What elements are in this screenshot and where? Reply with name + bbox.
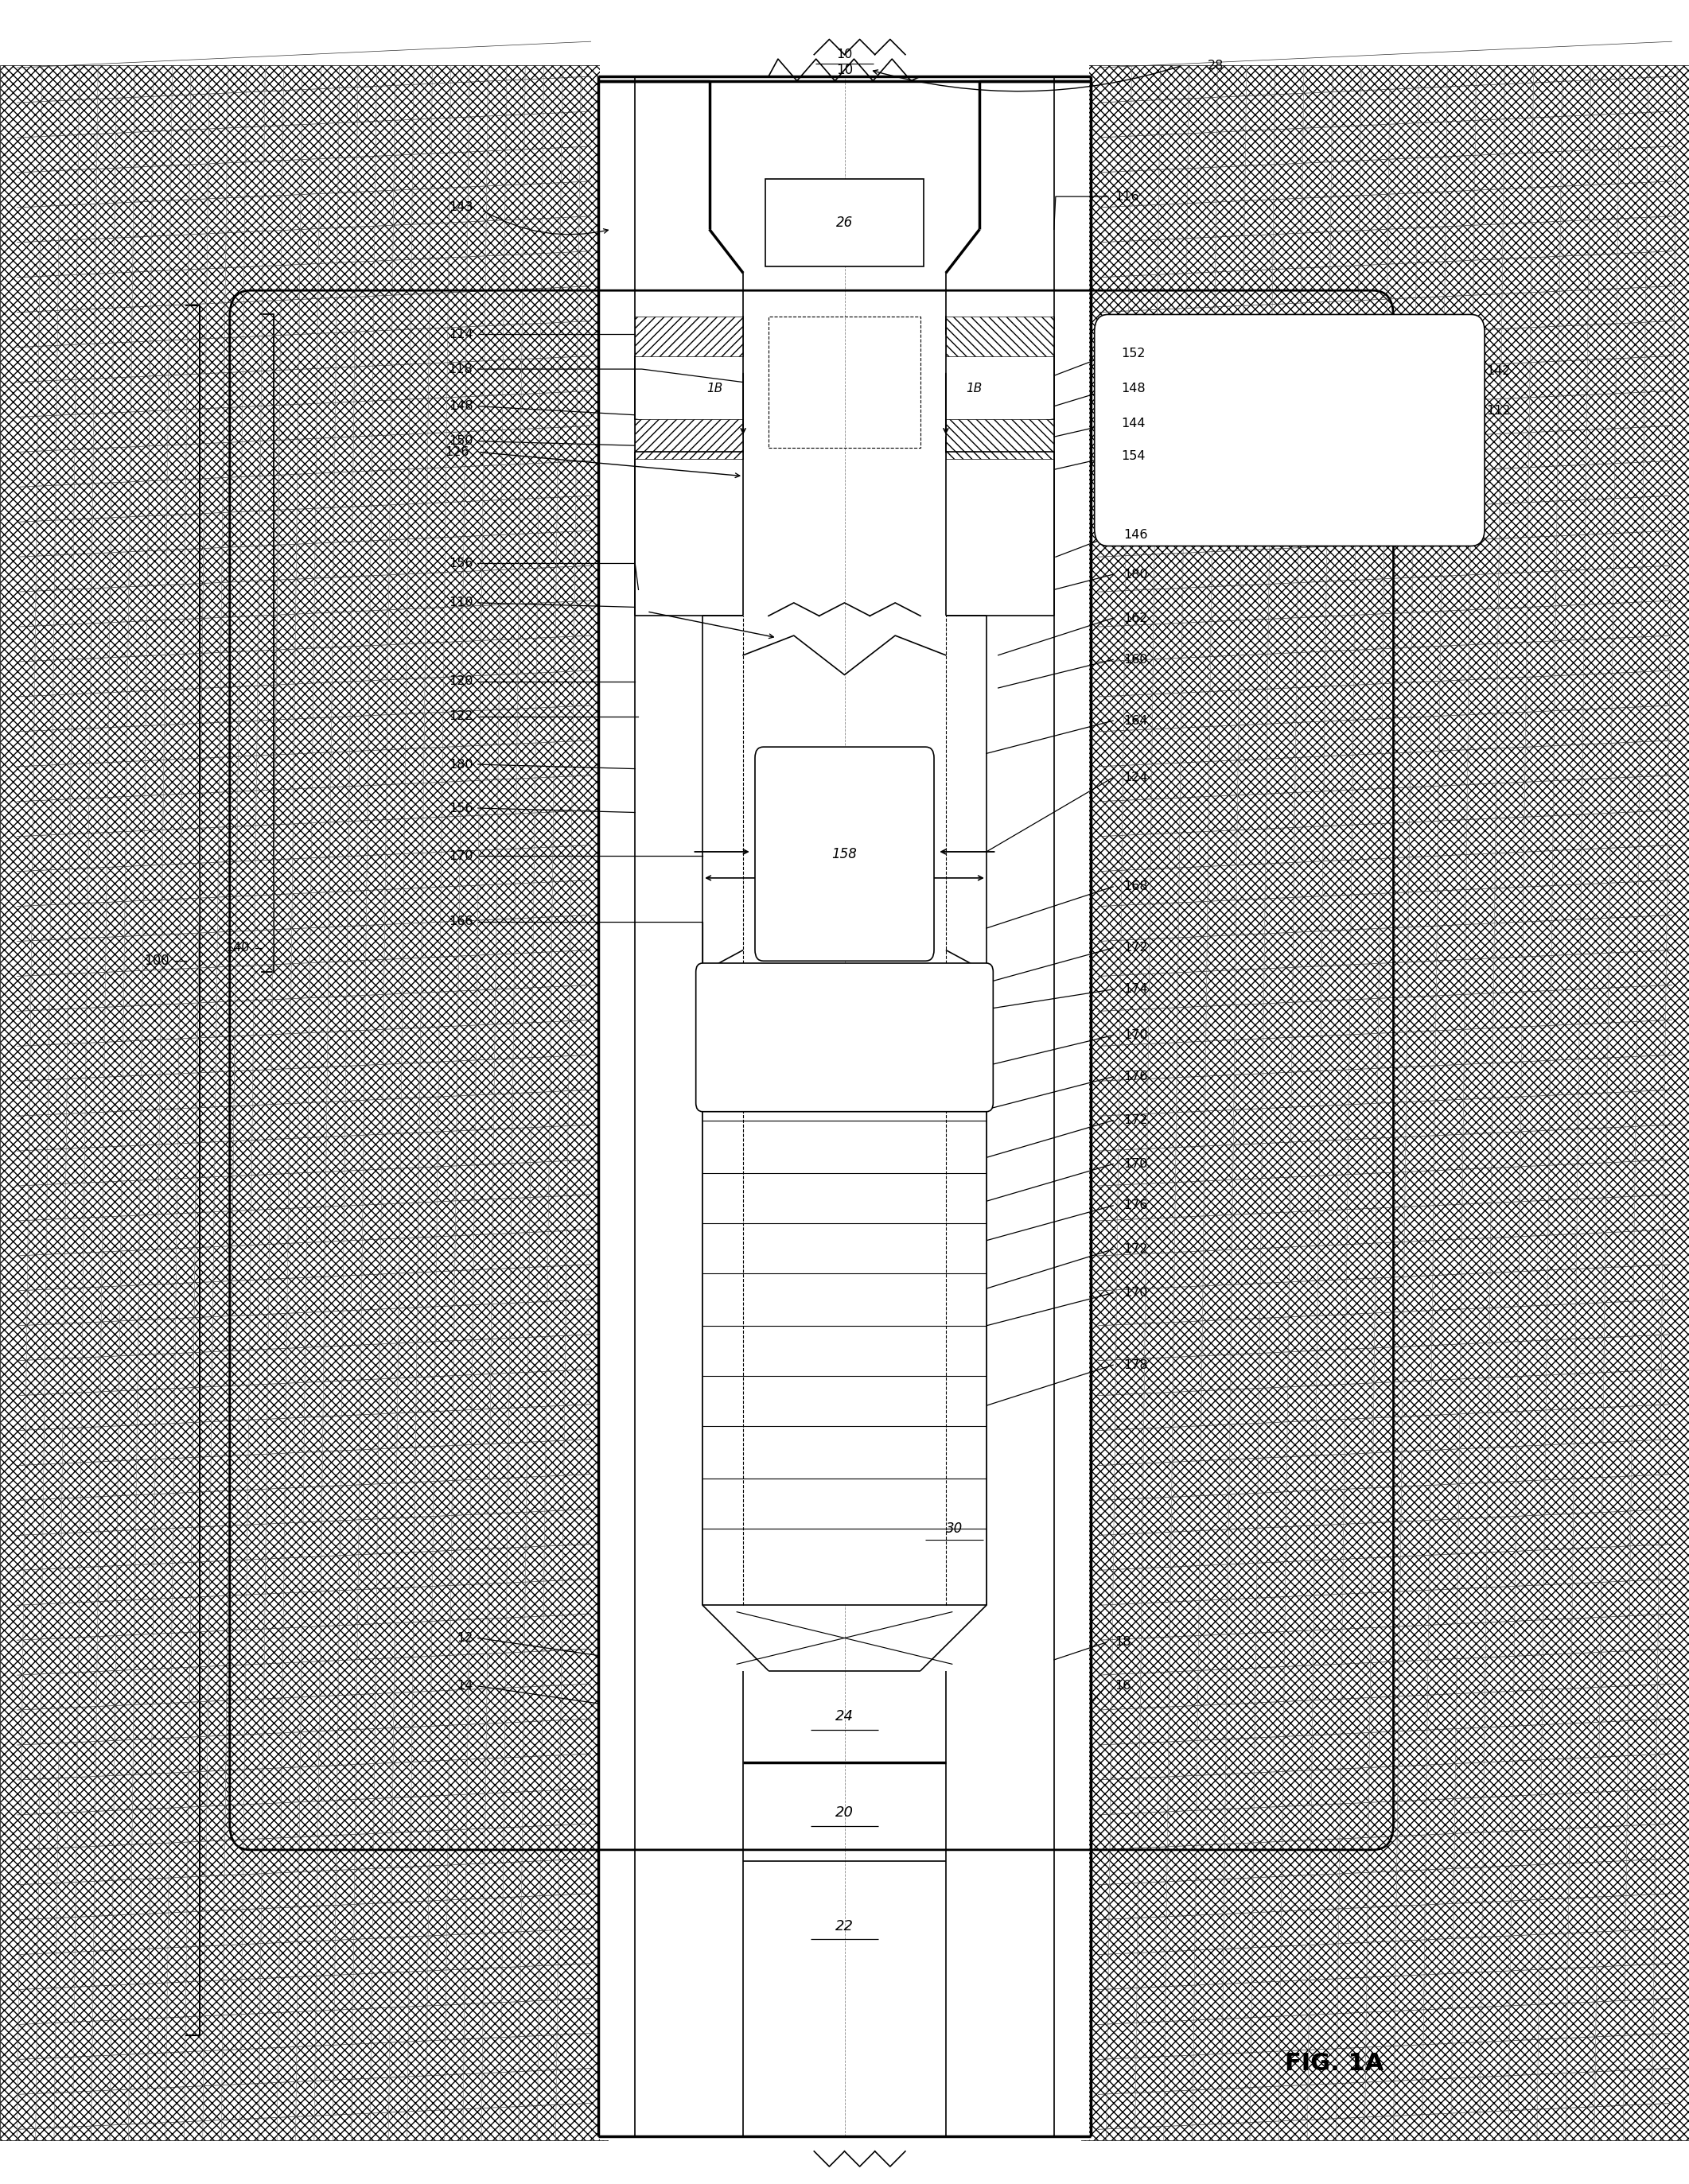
- Text: 146: 146: [1123, 529, 1147, 542]
- Text: 158: 158: [831, 847, 858, 860]
- Text: 30: 30: [946, 1522, 963, 1535]
- Text: 26: 26: [836, 216, 853, 229]
- Text: 144: 144: [1121, 417, 1145, 430]
- Text: 170: 170: [449, 850, 473, 863]
- FancyBboxPatch shape: [755, 747, 934, 961]
- Text: 156: 156: [449, 557, 473, 570]
- Text: 152: 152: [1121, 347, 1145, 360]
- Text: 10: 10: [836, 63, 853, 76]
- FancyBboxPatch shape: [696, 963, 993, 1112]
- Text: 170: 170: [1123, 1286, 1147, 1299]
- Text: 170: 170: [1123, 1029, 1147, 1042]
- Text: 110: 110: [449, 596, 473, 609]
- Text: 162: 162: [1123, 612, 1147, 625]
- Text: 172: 172: [1123, 1114, 1147, 1127]
- Text: 120: 120: [449, 675, 473, 688]
- Text: 180: 180: [449, 758, 473, 771]
- FancyBboxPatch shape: [1094, 314, 1485, 546]
- Text: 12: 12: [456, 1631, 473, 1645]
- Bar: [635, 419, 743, 459]
- Text: 126: 126: [446, 446, 470, 459]
- Text: 148: 148: [449, 400, 473, 413]
- Text: 1B: 1B: [966, 382, 983, 395]
- Text: 148: 148: [1121, 382, 1145, 395]
- Text: 143: 143: [449, 201, 473, 214]
- Text: 24: 24: [836, 1710, 853, 1723]
- Bar: [768, 317, 921, 448]
- Bar: [765, 179, 924, 266]
- Text: 124: 124: [1123, 771, 1147, 784]
- Text: 150: 150: [449, 435, 473, 448]
- Text: 154: 154: [1121, 450, 1145, 463]
- Text: 18: 18: [1115, 1636, 1132, 1649]
- Text: 122: 122: [449, 710, 473, 723]
- Text: 160: 160: [1123, 653, 1147, 666]
- Text: 1B: 1B: [706, 382, 723, 395]
- Text: 170: 170: [1123, 1158, 1147, 1171]
- Text: 156: 156: [449, 802, 473, 815]
- Text: 118: 118: [449, 363, 473, 376]
- Bar: [600, 55, 1089, 2140]
- Bar: [703, 972, 986, 1605]
- Text: 22: 22: [836, 1920, 853, 1933]
- Text: 100: 100: [144, 954, 169, 968]
- Text: 176: 176: [1123, 1070, 1147, 1083]
- Text: 174: 174: [1123, 983, 1147, 996]
- Text: 168: 168: [1123, 880, 1147, 893]
- Bar: [635, 317, 743, 356]
- Text: FIG. 1A: FIG. 1A: [1285, 2053, 1383, 2075]
- Text: 112: 112: [1486, 404, 1510, 417]
- Bar: [946, 419, 1054, 459]
- Text: 142: 142: [1486, 365, 1510, 378]
- Bar: [1081, 66, 1689, 2140]
- Text: 140: 140: [226, 941, 250, 954]
- Text: 164: 164: [1123, 714, 1147, 727]
- Bar: [946, 317, 1054, 356]
- Text: 116: 116: [1115, 190, 1138, 203]
- Text: 178: 178: [1123, 1358, 1147, 1372]
- Text: 172: 172: [1123, 1243, 1147, 1256]
- Text: 176: 176: [1123, 1199, 1147, 1212]
- Text: 28: 28: [1208, 59, 1225, 72]
- Text: 16: 16: [1115, 1679, 1132, 1693]
- Text: 180: 180: [1123, 568, 1147, 581]
- Bar: [0, 66, 608, 2140]
- Text: 114: 114: [449, 328, 473, 341]
- Text: 10: 10: [836, 48, 853, 61]
- Text: 20: 20: [836, 1806, 853, 1819]
- Text: 14: 14: [456, 1679, 473, 1693]
- Text: 172: 172: [1123, 941, 1147, 954]
- Text: 166: 166: [449, 915, 473, 928]
